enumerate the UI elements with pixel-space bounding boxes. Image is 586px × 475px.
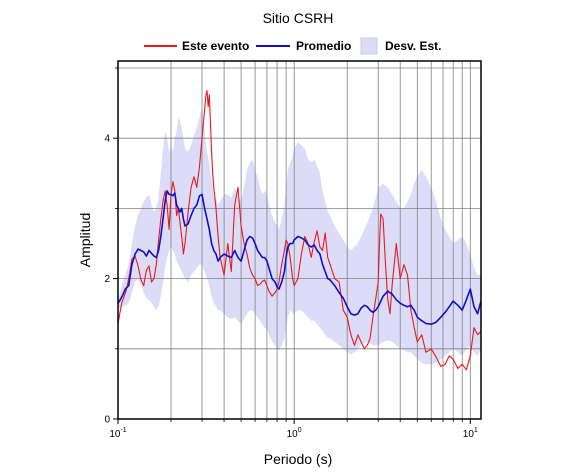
legend-label-promedio: Promedio xyxy=(296,39,351,53)
y-tick-label: 4 xyxy=(104,134,110,145)
series-line-este-evento xyxy=(117,89,482,371)
series-line-promedio xyxy=(117,190,482,326)
x-tick-label: 101 xyxy=(463,427,478,440)
legend-label-este-evento: Este evento xyxy=(182,39,249,53)
chart-title: Sitio CSRH xyxy=(263,10,334,26)
x-tick-label: 10-1 xyxy=(109,427,126,440)
y-axis-label: Amplitud xyxy=(77,213,93,267)
std-dev-band xyxy=(118,106,481,365)
plot-frame xyxy=(117,60,482,420)
y-tick-label: 2 xyxy=(104,274,110,285)
x-tick-label: 100 xyxy=(287,427,302,440)
plot-area: 10-1 100 101 0 2 4 xyxy=(104,60,482,440)
y-tick-label: 0 xyxy=(104,415,110,426)
legend-label-desv-est: Desv. Est. xyxy=(385,39,441,53)
x-axis-label: Periodo (s) xyxy=(264,451,332,467)
legend-swatch-desv-est xyxy=(360,37,378,55)
legend: Este evento Promedio Desv. Est. xyxy=(144,37,441,55)
